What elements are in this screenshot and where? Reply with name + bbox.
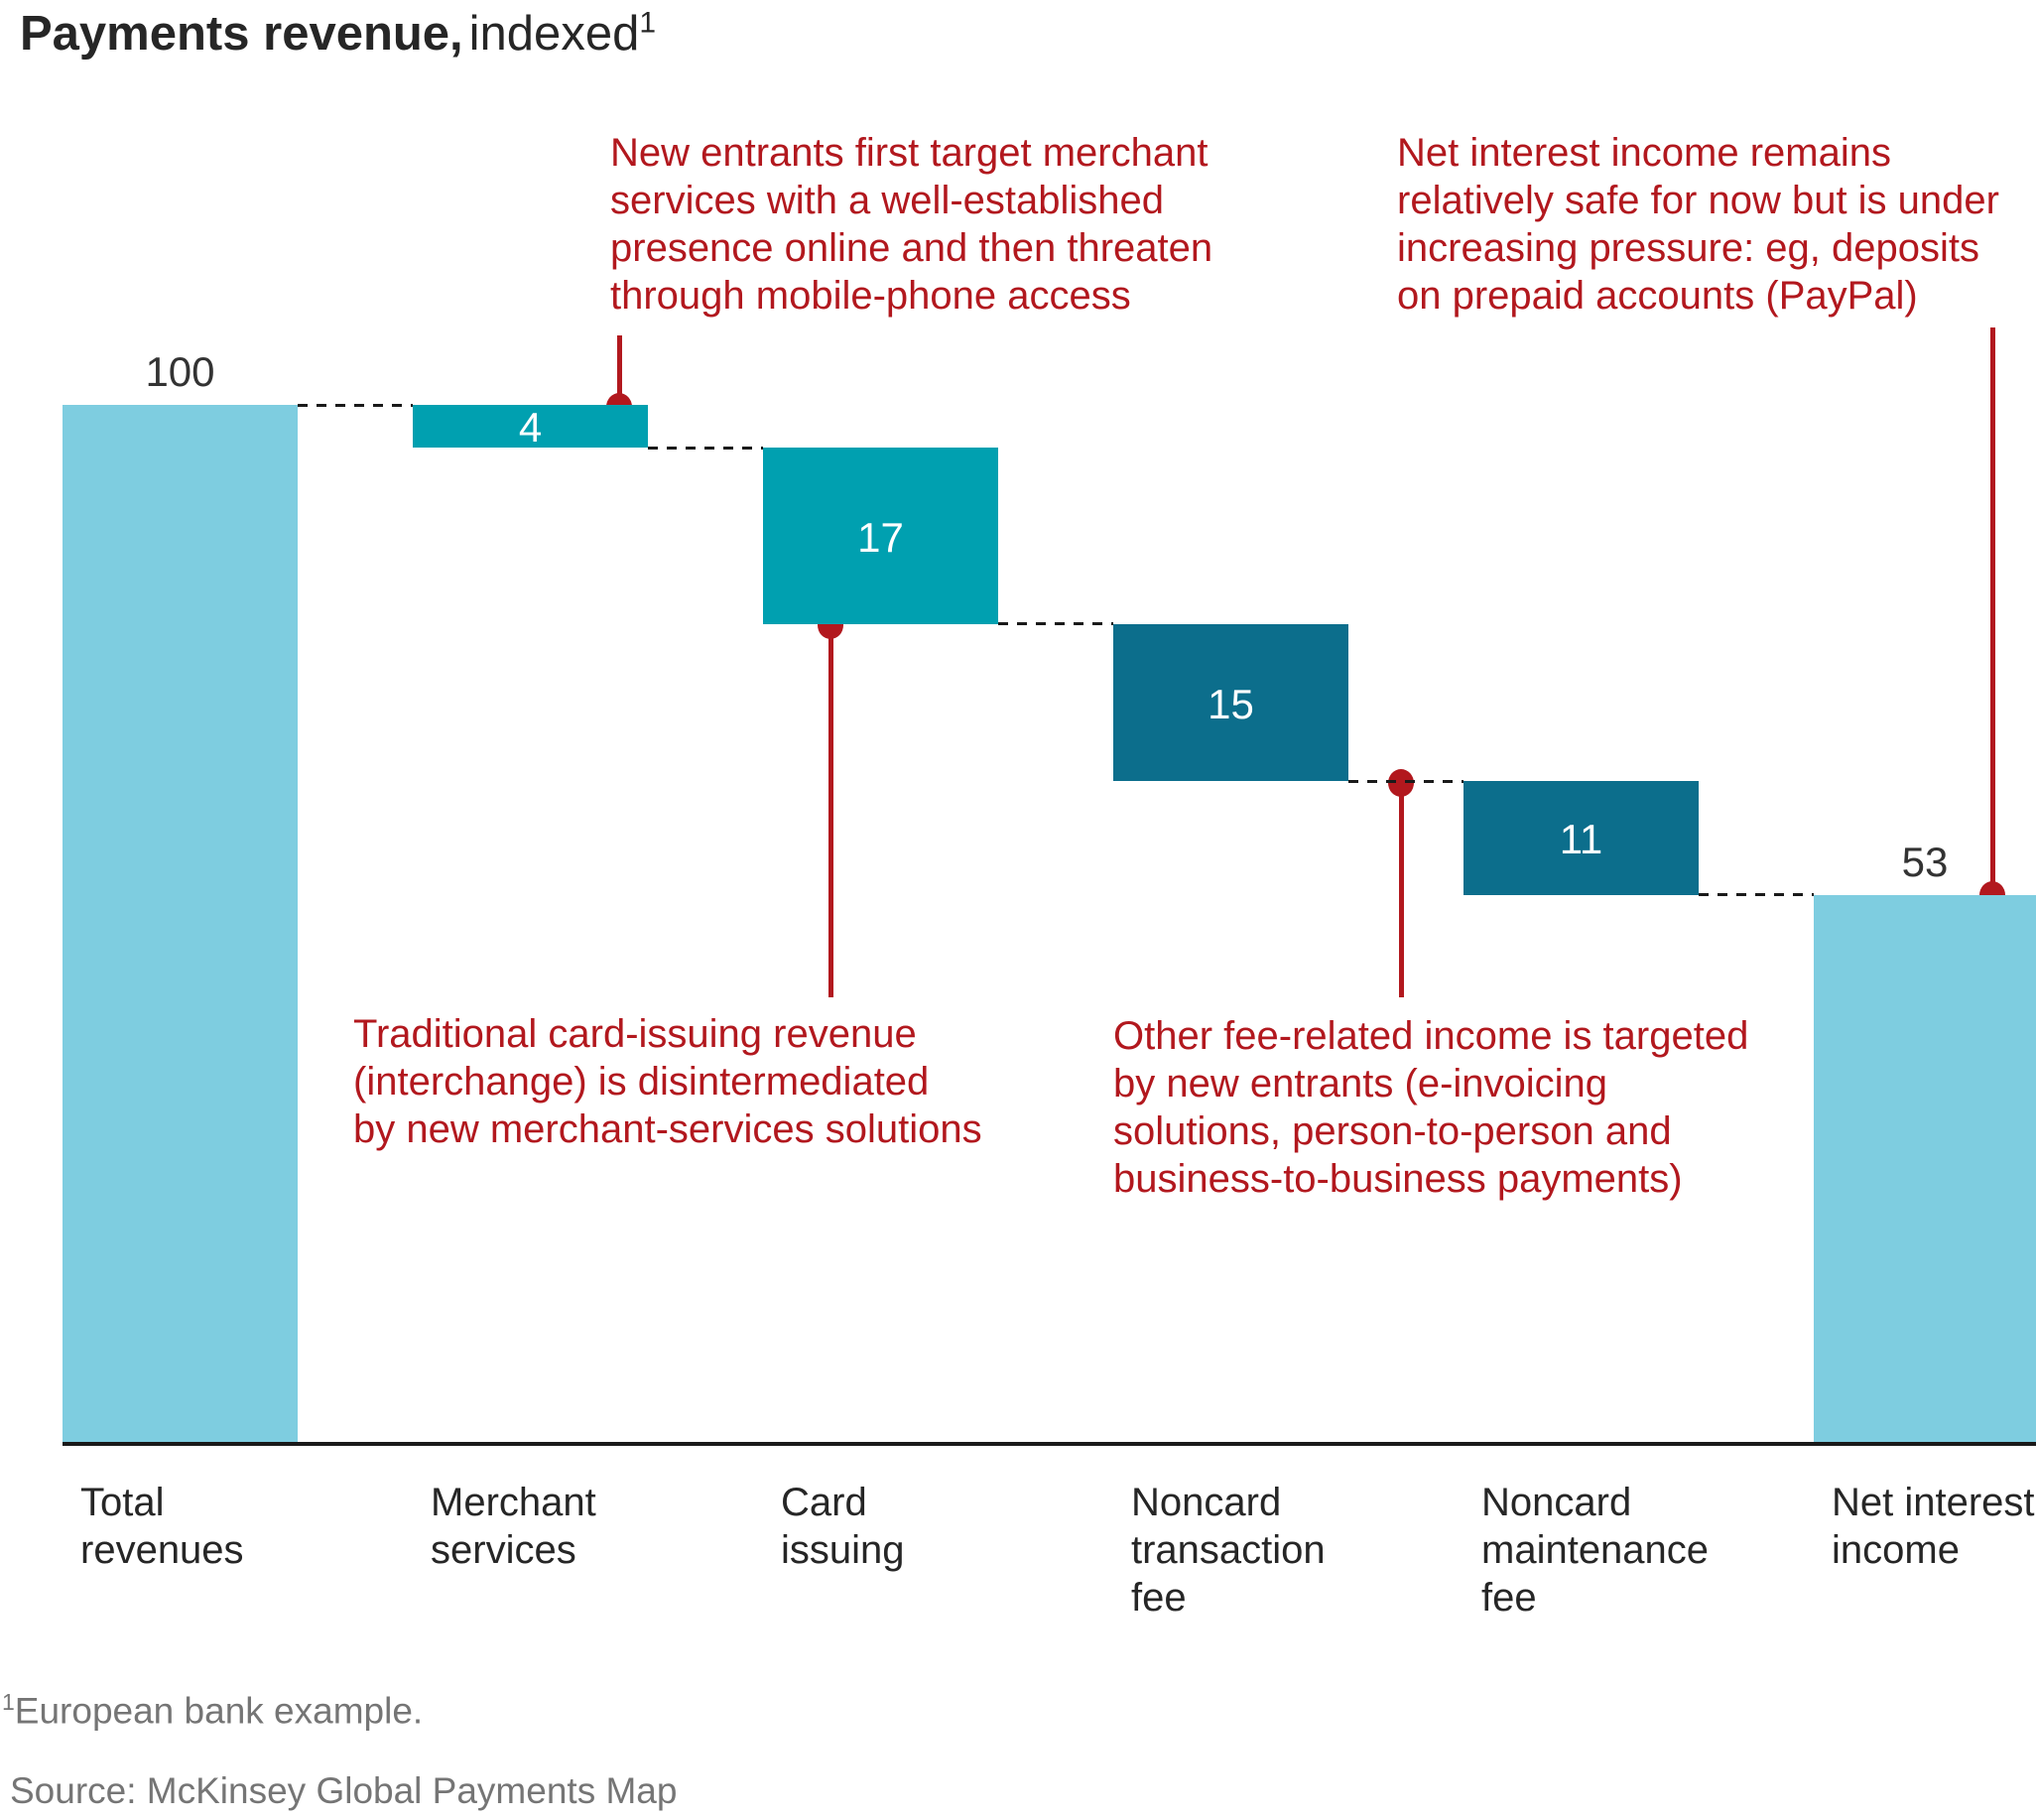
chart-title-regular: indexed	[468, 7, 640, 61]
value-label-total-revenues: 100	[145, 348, 215, 395]
annotation-net-interest-income: Net interest income remains relatively s…	[1397, 131, 1999, 318]
value-label-noncard-maintenance-fee: 11	[1559, 816, 1603, 862]
step-connector-5	[1699, 893, 1814, 896]
step-connector-2	[648, 447, 763, 450]
footnote-text: European bank example.	[14, 1690, 424, 1732]
callout-line-net-interest-income	[1990, 327, 1995, 895]
callout-line-card-issuing	[828, 625, 833, 997]
category-label-merchant-services: Merchant services	[431, 1481, 596, 1572]
category-label-card-issuing: Card issuing	[781, 1481, 905, 1572]
callout-dot-noncard-fees	[1388, 769, 1414, 797]
chart-title: Payments revenue, indexed1	[20, 6, 656, 62]
bar-noncard-transaction-fee	[1113, 624, 1348, 781]
category-label-total-revenues: Total revenues	[80, 1481, 244, 1572]
footnote: 1European bank example.	[2, 1689, 423, 1732]
bar-card-issuing	[763, 448, 998, 624]
annotation-card-issuing: Traditional card-issuing revenue (interc…	[353, 1012, 982, 1151]
bar-merchant-services	[413, 405, 648, 448]
chart-title-bold: Payments revenue,	[20, 7, 463, 61]
annotation-noncard-fees: Other fee-related income is targeted by …	[1113, 1014, 1749, 1201]
footnote-superscript: 1	[2, 1689, 15, 1715]
category-label-noncard-transaction-fee: Noncard transaction fee	[1131, 1481, 1326, 1620]
category-label-net-interest-income: Net interest income	[1832, 1481, 2035, 1572]
step-connector-3	[998, 622, 1113, 625]
value-label-card-issuing: 17	[857, 514, 904, 561]
bar-noncard-maintenance-fee	[1463, 781, 1699, 895]
value-label-noncard-transaction-fee: 15	[1208, 681, 1254, 727]
annotation-merchant-services: New entrants first target merchant servi…	[610, 131, 1213, 318]
bar-total-revenues	[63, 405, 298, 1444]
callout-line-merchant-services	[617, 335, 622, 407]
step-connector-1	[298, 404, 413, 407]
category-label-noncard-maintenance-fee: Noncard maintenance fee	[1481, 1481, 1710, 1620]
value-label-merchant-services: 4	[518, 404, 543, 451]
x-axis-line	[63, 1442, 2036, 1446]
chart-title-footnote-marker: 1	[639, 6, 657, 40]
step-connector-4	[1348, 780, 1463, 783]
bar-net-interest-income	[1814, 895, 2036, 1444]
source-line: Source: McKinsey Global Payments Map	[10, 1770, 678, 1811]
value-label-net-interest-income: 53	[1901, 839, 1949, 885]
callout-line-noncard-fees	[1399, 783, 1404, 997]
